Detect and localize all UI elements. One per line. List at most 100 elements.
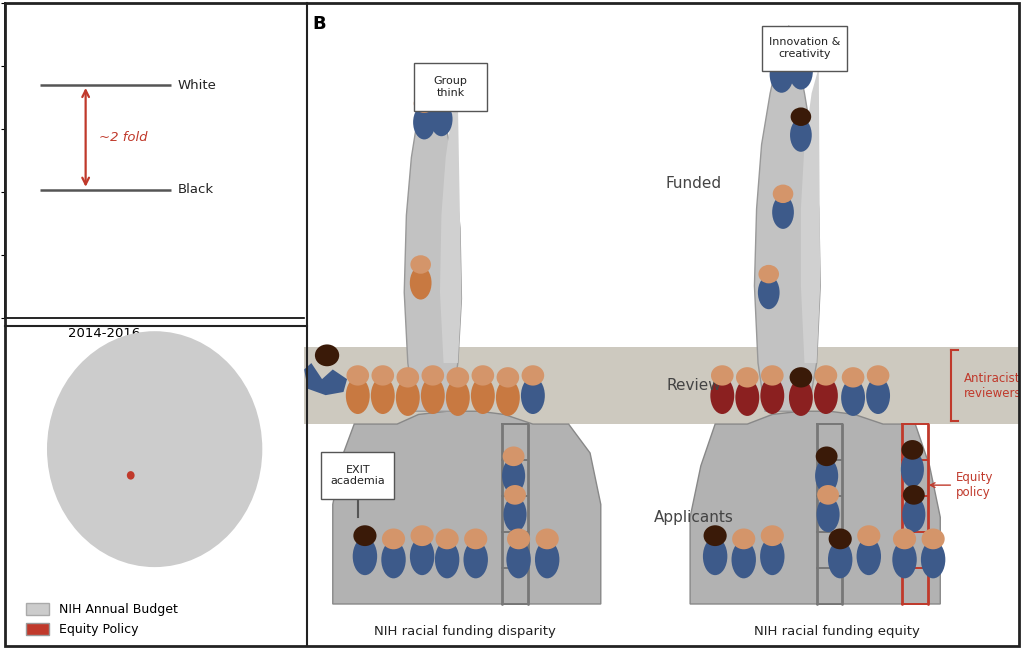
Text: B: B	[312, 15, 327, 33]
Ellipse shape	[711, 377, 734, 414]
Circle shape	[346, 365, 369, 386]
Ellipse shape	[816, 496, 840, 532]
Polygon shape	[801, 67, 820, 363]
Circle shape	[431, 91, 452, 110]
Circle shape	[922, 528, 945, 549]
Circle shape	[759, 265, 779, 284]
Circle shape	[521, 365, 544, 386]
Circle shape	[817, 485, 839, 505]
Circle shape	[828, 528, 852, 549]
Ellipse shape	[413, 105, 435, 140]
Ellipse shape	[410, 537, 434, 575]
Ellipse shape	[815, 458, 839, 494]
Circle shape	[901, 440, 924, 459]
Ellipse shape	[788, 53, 813, 90]
Text: Funded: Funded	[666, 176, 722, 191]
Ellipse shape	[828, 541, 852, 578]
FancyBboxPatch shape	[415, 63, 487, 111]
Ellipse shape	[410, 266, 431, 300]
Circle shape	[127, 471, 134, 480]
Text: Applicants: Applicants	[653, 509, 733, 525]
Ellipse shape	[731, 541, 756, 578]
Circle shape	[732, 528, 756, 549]
Circle shape	[536, 528, 559, 549]
Ellipse shape	[892, 541, 916, 578]
Circle shape	[471, 365, 495, 386]
Circle shape	[791, 108, 811, 126]
Text: Group
think: Group think	[434, 76, 468, 97]
Legend: NIH Annual Budget, Equity Policy: NIH Annual Budget, Equity Policy	[27, 603, 178, 636]
Ellipse shape	[396, 379, 420, 416]
Text: White: White	[177, 79, 216, 92]
Circle shape	[893, 528, 916, 549]
Text: NIH racial funding disparity: NIH racial funding disparity	[374, 625, 556, 638]
Circle shape	[866, 365, 890, 386]
Ellipse shape	[464, 541, 487, 578]
Text: ~2 fold: ~2 fold	[99, 131, 147, 144]
Ellipse shape	[791, 118, 812, 152]
FancyBboxPatch shape	[322, 452, 394, 498]
Ellipse shape	[535, 541, 559, 578]
Ellipse shape	[866, 377, 890, 414]
Bar	[304, 347, 1019, 424]
Circle shape	[446, 367, 469, 387]
Circle shape	[770, 44, 793, 64]
Ellipse shape	[921, 541, 945, 578]
Ellipse shape	[352, 537, 377, 575]
Text: Review: Review	[667, 378, 721, 393]
Circle shape	[372, 365, 394, 386]
Ellipse shape	[735, 379, 759, 416]
Circle shape	[382, 528, 406, 549]
Ellipse shape	[381, 541, 406, 578]
Ellipse shape	[702, 537, 727, 575]
Ellipse shape	[430, 102, 453, 136]
Circle shape	[773, 184, 794, 203]
Circle shape	[464, 528, 487, 549]
Circle shape	[814, 365, 838, 386]
Ellipse shape	[814, 377, 838, 414]
Circle shape	[497, 367, 519, 387]
Polygon shape	[755, 26, 820, 411]
Ellipse shape	[902, 496, 926, 532]
Circle shape	[47, 331, 262, 567]
Circle shape	[504, 485, 526, 505]
Circle shape	[903, 485, 925, 505]
Circle shape	[816, 447, 838, 466]
Circle shape	[736, 367, 759, 387]
Ellipse shape	[371, 377, 394, 414]
Ellipse shape	[788, 379, 813, 416]
Circle shape	[761, 365, 783, 386]
Circle shape	[507, 528, 530, 549]
Circle shape	[411, 255, 431, 274]
Text: Equity
policy: Equity policy	[930, 471, 993, 499]
Ellipse shape	[421, 377, 444, 414]
Polygon shape	[440, 99, 462, 363]
Ellipse shape	[856, 537, 881, 575]
Ellipse shape	[772, 195, 794, 229]
Circle shape	[857, 525, 881, 546]
Ellipse shape	[770, 56, 794, 93]
Ellipse shape	[761, 377, 784, 414]
Polygon shape	[304, 363, 347, 395]
Circle shape	[353, 525, 377, 546]
Text: Innovation &
creativity: Innovation & creativity	[769, 38, 840, 59]
FancyBboxPatch shape	[762, 26, 847, 71]
Circle shape	[503, 447, 524, 466]
Ellipse shape	[471, 377, 495, 414]
Ellipse shape	[346, 377, 370, 414]
Ellipse shape	[901, 452, 924, 487]
Circle shape	[761, 525, 784, 546]
Circle shape	[414, 94, 435, 113]
Circle shape	[435, 528, 459, 549]
Circle shape	[711, 365, 733, 386]
Circle shape	[315, 345, 339, 366]
Polygon shape	[333, 411, 601, 604]
Ellipse shape	[521, 377, 545, 414]
Polygon shape	[690, 411, 940, 604]
Ellipse shape	[435, 541, 460, 578]
Ellipse shape	[504, 496, 526, 532]
Text: EXIT
academia: EXIT academia	[331, 465, 385, 486]
Circle shape	[422, 365, 444, 386]
Ellipse shape	[507, 541, 530, 578]
Circle shape	[790, 367, 812, 387]
